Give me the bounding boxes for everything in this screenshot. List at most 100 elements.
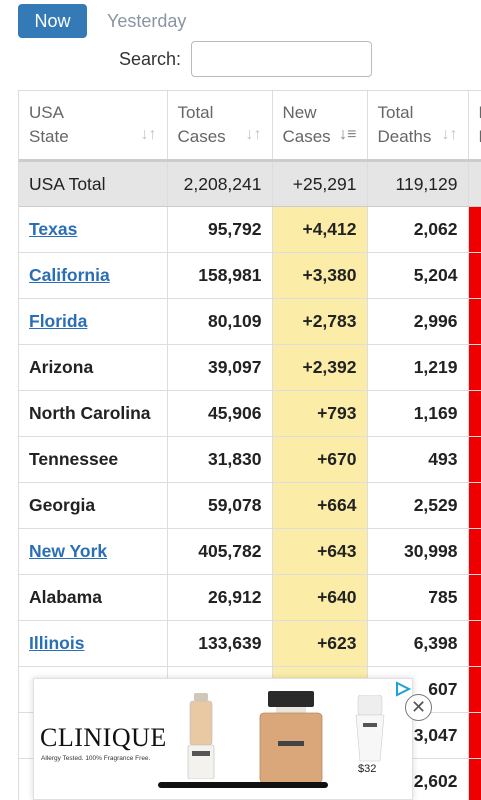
new-deaths-cell xyxy=(468,712,481,759)
total-deaths-cell: 785 xyxy=(367,574,469,621)
table-row: North Carolina 45,906 +793 1,169 xyxy=(19,390,481,437)
total-cases-cell: 26,912 xyxy=(167,574,273,621)
state-link-california[interactable]: California xyxy=(29,265,110,285)
new-deaths-cell xyxy=(468,482,481,529)
table-row: Arizona 39,097 +2,392 1,219 xyxy=(19,344,481,391)
ad-banner[interactable]: CLINIQUE Allergy Tested. 100% Fragrance … xyxy=(33,678,413,800)
header-label: Cases xyxy=(282,127,331,146)
state-link-florida[interactable]: Florida xyxy=(29,311,88,331)
search-label: Search: xyxy=(119,48,182,69)
new-cases-cell: +640 xyxy=(272,574,368,621)
new-deaths-cell xyxy=(468,206,481,253)
search-bar: Search: xyxy=(119,41,373,77)
total-deaths-cell: 30,998 xyxy=(367,528,469,575)
state-cell: Texas xyxy=(19,206,168,253)
new-deaths-cell xyxy=(468,344,481,391)
new-cases-cell: +793 xyxy=(272,390,368,437)
total-deaths-cell: 1,169 xyxy=(367,390,469,437)
total-cases: 2,208,241 xyxy=(167,160,273,207)
total-deaths-cell: 1,219 xyxy=(367,344,469,391)
state-cell: North Carolina xyxy=(19,390,168,437)
sort-icon: ↓↑ xyxy=(245,126,262,143)
header-label: State xyxy=(29,127,69,146)
new-deaths-cell xyxy=(468,252,481,299)
close-icon[interactable]: ✕ xyxy=(405,694,432,721)
header-new-cases[interactable]: New Cases ↓≡ xyxy=(272,90,368,162)
sort-icon: ↓↑ xyxy=(441,126,458,143)
total-deaths-cell: 2,062 xyxy=(367,206,469,253)
table-row: Florida 80,109 +2,783 2,996 xyxy=(19,298,481,345)
header-label: New xyxy=(282,103,317,122)
day-tabs: Now Yesterday xyxy=(18,4,186,38)
total-row: USA Total 2,208,241 +25,291 119,129 xyxy=(19,160,481,207)
state-cell: Arizona xyxy=(19,344,168,391)
new-deaths-cell xyxy=(468,436,481,483)
new-cases-cell: +3,380 xyxy=(272,252,368,299)
header-total-deaths[interactable]: Total Deaths ↓↑ xyxy=(367,90,469,162)
new-cases-cell: +643 xyxy=(272,528,368,575)
new-deaths-cell xyxy=(468,390,481,437)
state-cell: Florida xyxy=(19,298,168,345)
header-total-cases[interactable]: Total Cases ↓↑ xyxy=(167,90,273,162)
new-deaths-cell xyxy=(468,528,481,575)
header-label: N xyxy=(479,103,481,122)
concealer-product-image xyxy=(187,693,215,779)
new-cases-cell: +2,783 xyxy=(272,298,368,345)
total-cases-cell: 59,078 xyxy=(167,482,273,529)
state-link-new-york[interactable]: New York xyxy=(29,541,108,561)
new-cases-cell: +2,392 xyxy=(272,344,368,391)
foundation-bottle-image xyxy=(259,691,323,783)
sort-icon: ↓↑ xyxy=(140,126,157,143)
total-deaths-cell: 2,996 xyxy=(367,298,469,345)
table-row: New York 405,782 +643 30,998 xyxy=(19,528,481,575)
header-label: Deaths xyxy=(377,127,432,146)
new-deaths-cell xyxy=(468,666,481,713)
state-cell: Alabama xyxy=(19,574,168,621)
home-indicator xyxy=(158,782,328,788)
new-deaths-cell xyxy=(468,574,481,621)
adchoices-icon[interactable] xyxy=(394,681,412,697)
total-state: USA Total xyxy=(19,160,168,207)
total-cases-cell: 39,097 xyxy=(167,344,273,391)
total-cases-cell: 133,639 xyxy=(167,620,273,667)
total-cases-cell: 158,981 xyxy=(167,252,273,299)
total-cases-cell: 31,830 xyxy=(167,436,273,483)
total-new-deaths xyxy=(468,160,481,207)
header-label: USA xyxy=(29,103,64,122)
state-link-texas[interactable]: Texas xyxy=(29,219,78,239)
state-cell: Tennessee xyxy=(19,436,168,483)
state-link-illinois[interactable]: Illinois xyxy=(29,633,85,653)
header-usa-state[interactable]: USA State ↓↑ xyxy=(19,90,168,162)
state-cell: Georgia xyxy=(19,482,168,529)
state-cell: California xyxy=(19,252,168,299)
total-deaths-cell: 493 xyxy=(367,436,469,483)
table-header-row: USA State ↓↑ Total Cases ↓↑ New Cases ↓≡ xyxy=(19,90,481,162)
new-cases-cell: +670 xyxy=(272,436,368,483)
table-row: California 158,981 +3,380 5,204 xyxy=(19,252,481,299)
ad-price: $32 xyxy=(358,763,377,775)
total-deaths: 119,129 xyxy=(367,160,469,207)
header-new-deaths[interactable]: N D xyxy=(468,90,481,162)
state-cell: Illinois xyxy=(19,620,168,667)
table-row: Tennessee 31,830 +670 493 xyxy=(19,436,481,483)
state-cell: New York xyxy=(19,528,168,575)
tab-yesterday[interactable]: Yesterday xyxy=(107,10,187,31)
total-cases-cell: 45,906 xyxy=(167,390,273,437)
total-cases-cell: 80,109 xyxy=(167,298,273,345)
table-row: Alabama 26,912 +640 785 xyxy=(19,574,481,621)
header-label: Total xyxy=(177,103,214,122)
total-new-cases: +25,291 xyxy=(272,160,368,207)
new-deaths-cell xyxy=(468,298,481,345)
tab-now[interactable]: Now xyxy=(18,4,87,38)
new-deaths-cell xyxy=(468,620,481,667)
total-cases-cell: 405,782 xyxy=(167,528,273,575)
total-cases-cell: 95,792 xyxy=(167,206,273,253)
search-input[interactable] xyxy=(191,41,373,77)
header-label: Total xyxy=(377,103,414,122)
total-deaths-cell: 2,529 xyxy=(367,482,469,529)
sort-descending-icon: ↓≡ xyxy=(339,126,357,143)
ad-tagline: Allergy Tested. 100% Fragrance Free. xyxy=(41,755,151,762)
ad-brand-logo: CLINIQUE xyxy=(40,723,167,752)
total-deaths-cell: 6,398 xyxy=(367,620,469,667)
